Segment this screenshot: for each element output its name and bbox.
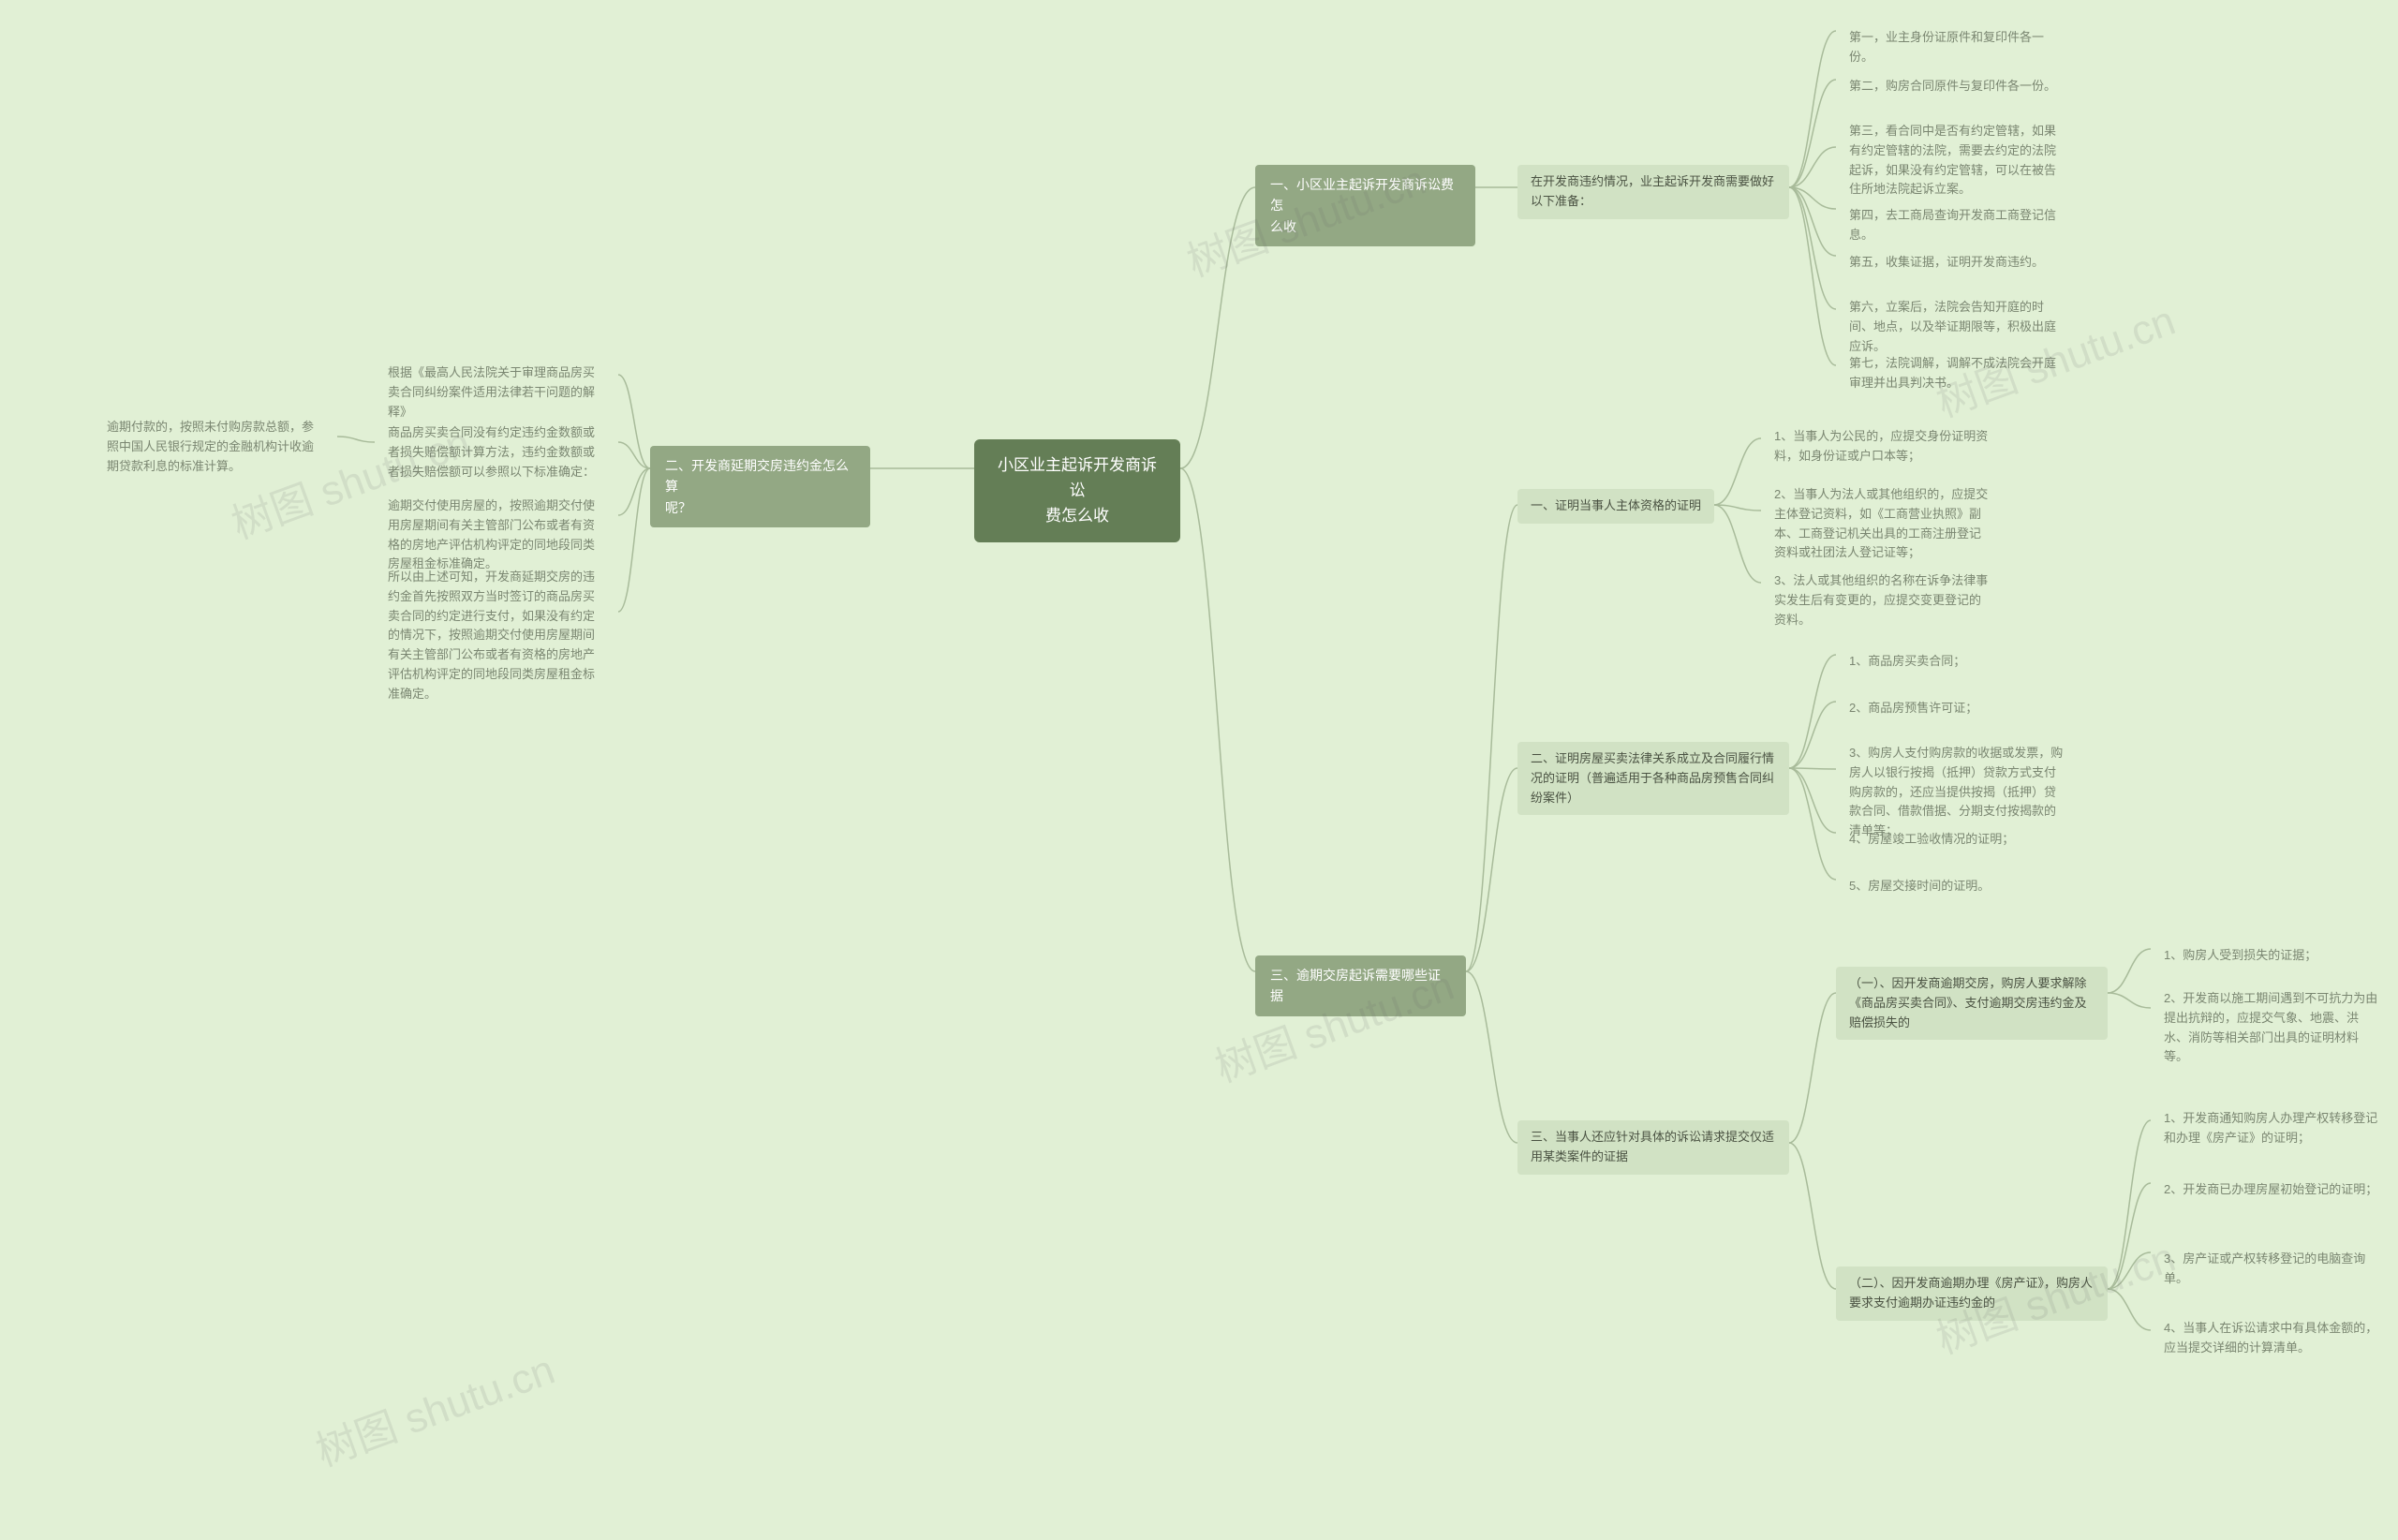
leaf-node: 第三，看合同中是否有约定管辖，如果有约定管辖的法院，需要去约定的法院起诉，如果没… <box>1836 114 2080 207</box>
sub-node: 一、证明当事人主体资格的证明 <box>1517 489 1714 524</box>
leaf-node: 2、商品房预售许可证； <box>1836 691 2023 726</box>
watermark: 树图 shutu.cn <box>306 1336 561 1477</box>
leaf-node: 2、开发商以施工期间遇到不可抗力为由提出抗辩的，应提交气象、地震、洪水、消防等相… <box>2151 982 2394 1074</box>
sub-node: 在开发商违约情况，业主起诉开发商需要做好以下准备： <box>1517 165 1789 219</box>
leaf-node: 3、法人或其他组织的名称在诉争法律事实发生后有变更的，应提交变更登记的资料。 <box>1761 564 2005 637</box>
leaf-node: 第七，法院调解，调解不成法院会开庭审理并出具判决书。 <box>1836 347 2080 401</box>
leaf-node: 第一，业主身份证原件和复印件各一份。 <box>1836 21 2080 75</box>
leaf-node: 2、当事人为法人或其他组织的，应提交主体登记资料，如《工商营业执照》副本、工商登… <box>1761 478 2005 570</box>
leaf-node: 第四，去工商局查询开发商工商登记信息。 <box>1836 199 2080 253</box>
leaf-node: 商品房买卖合同没有约定违约金数额或者损失赔偿额计算方法，违约金数额或者损失赔偿额… <box>375 416 618 489</box>
leaf-node: 2、开发商已办理房屋初始登记的证明； <box>2151 1173 2394 1207</box>
leaf-node: 第五，收集证据，证明开发商违约。 <box>1836 245 2080 280</box>
leaf-node: 4、当事人在诉讼请求中有具体金额的，应当提交详细的计算清单。 <box>2151 1311 2394 1366</box>
sub-node: （一）、因开发商逾期交房，购房人要求解除《商品房买卖合同》、支付逾期交房违约金及… <box>1836 967 2108 1040</box>
leaf-node: 5、房屋交接时间的证明。 <box>1836 869 2023 904</box>
section-node: 二、开发商延期交房违约金怎么算呢？ <box>650 446 870 527</box>
sub-node: 二、证明房屋买卖法律关系成立及合同履行情况的证明（普遍适用于各种商品房预售合同纠… <box>1517 742 1789 815</box>
leaf-node: 1、当事人为公民的，应提交身份证明资料，如身份证或户口本等； <box>1761 420 2005 474</box>
leaf-node: 1、开发商通知购房人办理产权转移登记和办理《房产证》的证明； <box>2151 1102 2394 1156</box>
leaf-node: 4、房屋竣工验收情况的证明； <box>1836 822 2042 857</box>
leaf-node: 逾期付款的，按照未付购房款总额，参照中国人民银行规定的金融机构计收逾期贷款利息的… <box>94 410 337 483</box>
section-node: 三、逾期交房起诉需要哪些证据 <box>1255 955 1466 1016</box>
sub-node: 三、当事人还应针对具体的诉讼请求提交仅适用某类案件的证据 <box>1517 1120 1789 1175</box>
leaf-node: 所以由上述可知，开发商延期交房的违约金首先按照双方当时签订的商品房买卖合同的约定… <box>375 560 618 712</box>
leaf-node: 第二，购房合同原件与复印件各一份。 <box>1836 69 2080 104</box>
leaf-node: 3、房产证或产权转移登记的电脑查询单。 <box>2151 1242 2394 1296</box>
section-node: 一、小区业主起诉开发商诉讼费怎么收 <box>1255 165 1475 246</box>
leaf-node: 1、商品房买卖合同； <box>1836 644 2023 679</box>
root-node: 小区业主起诉开发商诉讼费怎么收 <box>974 439 1180 542</box>
sub-node: （二）、因开发商逾期办理《房产证》，购房人要求支付逾期办证违约金的 <box>1836 1266 2108 1321</box>
leaf-node: 1、购房人受到损失的证据； <box>2151 939 2357 973</box>
